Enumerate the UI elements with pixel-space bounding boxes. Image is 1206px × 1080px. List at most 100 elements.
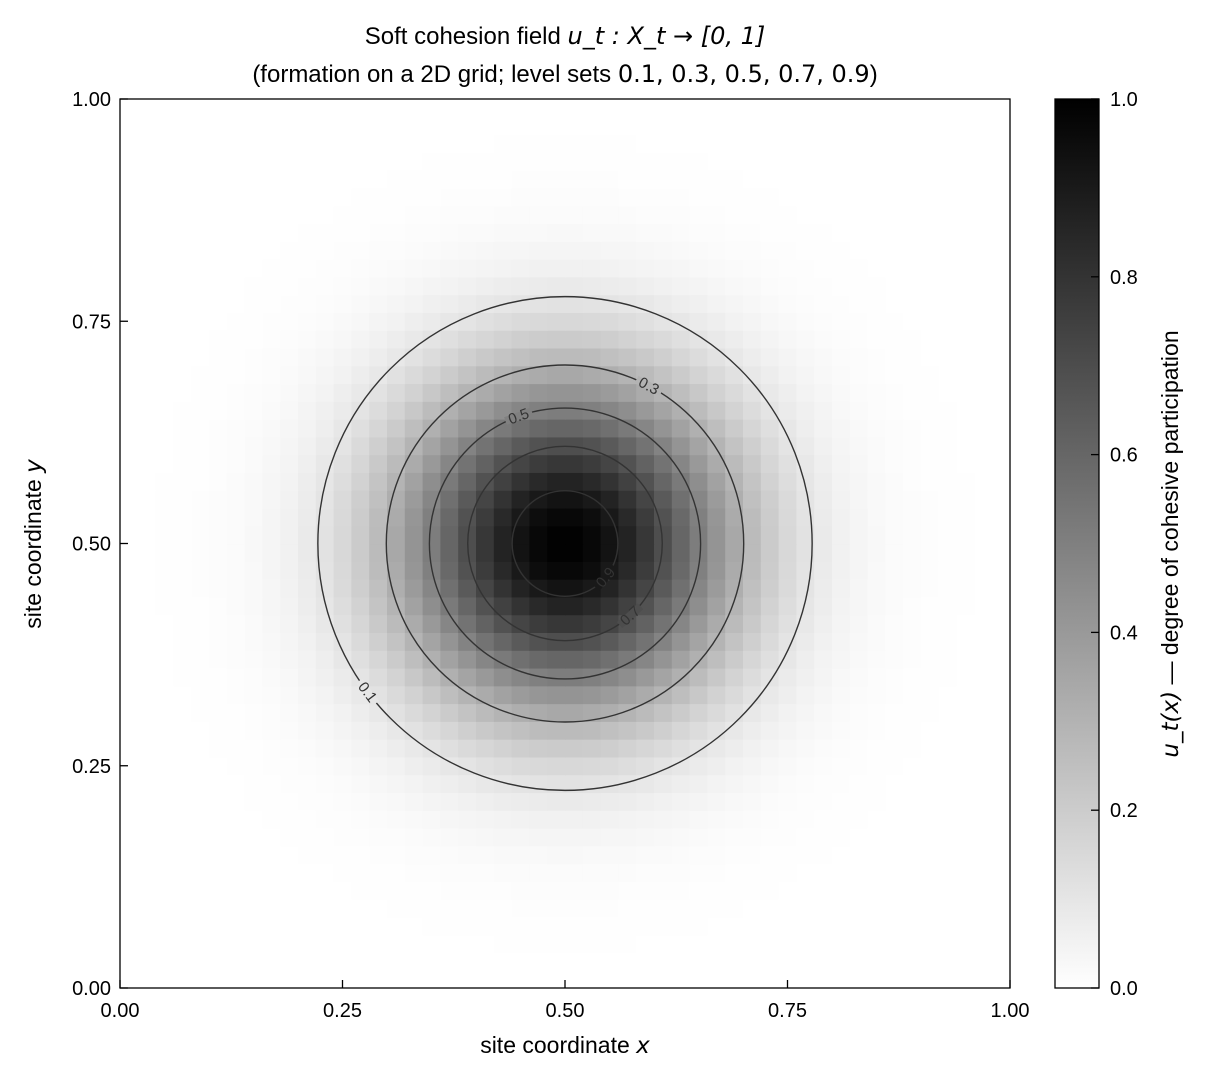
heatmap-cell — [120, 276, 139, 296]
heatmap-cell — [137, 916, 157, 936]
heatmap-cell — [725, 632, 744, 651]
heatmap-cell — [458, 881, 477, 900]
heatmap-cell — [707, 721, 726, 740]
heatmap-cell — [814, 614, 833, 633]
heatmap-cell — [814, 721, 833, 740]
heatmap-cell — [387, 294, 406, 313]
heatmap-cell — [618, 223, 637, 242]
heatmap-cell — [476, 810, 495, 829]
heatmap-cell — [867, 223, 886, 242]
heatmap-cell — [315, 383, 335, 402]
heatmap-cell — [903, 810, 922, 829]
heatmap-cell — [137, 792, 157, 811]
heatmap-cell — [529, 365, 548, 385]
heatmap-cell — [529, 347, 548, 367]
heatmap-cell — [600, 721, 619, 740]
heatmap-cell — [903, 152, 922, 171]
heatmap-cell — [778, 134, 797, 153]
heatmap-cell — [209, 152, 228, 171]
heatmap-cell — [547, 685, 566, 705]
heatmap-cell — [458, 365, 477, 385]
heatmap-cell — [493, 774, 513, 794]
heatmap-cell — [565, 685, 584, 705]
heatmap-cell — [832, 401, 851, 420]
heatmap-cell — [725, 116, 744, 136]
heatmap-cell — [298, 881, 317, 900]
heatmap-cell — [369, 827, 388, 847]
heatmap-cell — [778, 152, 797, 171]
heatmap-cell — [351, 543, 370, 562]
heatmap-cell — [760, 579, 780, 598]
heatmap-cell — [849, 614, 869, 633]
heatmap-cell — [422, 134, 441, 153]
heatmap-cell — [867, 276, 886, 296]
heatmap-cell — [280, 934, 299, 954]
heatmap-cell — [404, 525, 424, 545]
heatmap-cell — [992, 116, 1010, 136]
heatmap-cell — [298, 241, 317, 260]
x-tick-label: 0.00 — [101, 1000, 140, 1022]
heatmap-cell — [582, 436, 602, 456]
heatmap-cell — [921, 952, 940, 971]
heatmap-cell — [458, 596, 477, 616]
heatmap-cell — [529, 934, 548, 954]
heatmap-cell — [120, 863, 139, 882]
heatmap-cell — [137, 596, 157, 616]
heatmap-cell — [493, 685, 513, 705]
heatmap-cell — [921, 276, 940, 296]
heatmap-cell — [689, 170, 708, 189]
heatmap-cell — [120, 259, 139, 278]
heatmap-cell — [404, 419, 424, 438]
heatmap-cell — [191, 472, 210, 491]
heatmap-cell — [387, 241, 406, 260]
heatmap-cell — [582, 756, 602, 776]
heatmap-cell — [832, 614, 851, 633]
heatmap-cell — [671, 383, 691, 402]
heatmap-cell — [600, 845, 619, 865]
heatmap-cell — [280, 99, 299, 118]
heatmap-cell — [369, 667, 388, 687]
heatmap-cell — [636, 134, 655, 153]
heatmap-cell — [707, 614, 726, 633]
heatmap-cell — [885, 543, 904, 562]
heatmap-cell — [778, 99, 797, 118]
heatmap-cell — [493, 276, 513, 296]
heatmap-cell — [333, 241, 352, 260]
heatmap-cell — [992, 774, 1010, 794]
heatmap-cell — [315, 703, 335, 722]
heatmap-cell — [120, 916, 139, 936]
heatmap-cell — [120, 561, 139, 580]
heatmap-cell — [440, 294, 459, 313]
heatmap-cell — [511, 632, 530, 651]
heatmap-cell — [814, 792, 833, 811]
heatmap-cell — [938, 810, 958, 829]
heatmap-cell — [600, 703, 619, 722]
heatmap-cell — [209, 401, 228, 420]
heatmap-cell — [493, 490, 513, 509]
heatmap-cell — [867, 205, 886, 225]
heatmap-cell — [369, 561, 388, 580]
heatmap-cell — [636, 934, 655, 954]
heatmap-cell — [298, 561, 317, 580]
heatmap-cell — [351, 863, 370, 882]
heatmap-cell — [369, 970, 388, 988]
heatmap-cell — [832, 579, 851, 598]
heatmap-cell — [778, 419, 797, 438]
heatmap-cell — [849, 739, 869, 758]
heatmap-cell — [974, 401, 993, 420]
heatmap-cell — [226, 116, 246, 136]
heatmap-cell — [796, 934, 815, 954]
heatmap-cell — [689, 685, 708, 705]
heatmap-cell — [867, 116, 886, 136]
heatmap-cell — [137, 241, 157, 260]
heatmap-cell — [867, 312, 886, 331]
heatmap-cell — [155, 312, 174, 331]
heatmap-cell — [262, 241, 281, 260]
heatmap-cell — [458, 970, 477, 988]
heatmap-cell — [600, 347, 619, 367]
heatmap-cell — [707, 99, 726, 118]
heatmap-cell — [137, 223, 157, 242]
heatmap-cell — [778, 579, 797, 598]
heatmap-cell — [315, 312, 335, 331]
heatmap-cell — [369, 756, 388, 776]
